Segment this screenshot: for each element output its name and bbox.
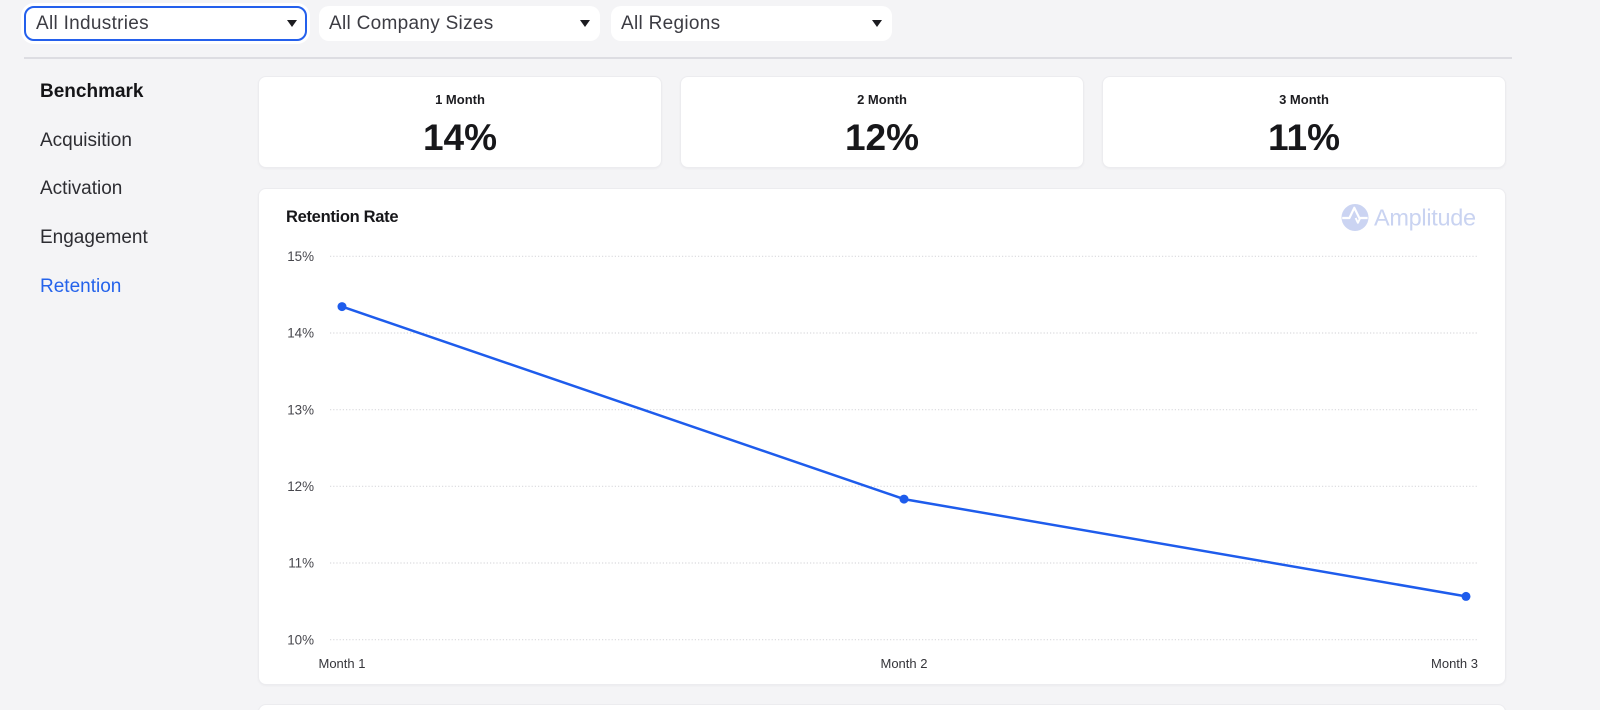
svg-text:13%: 13%: [287, 403, 314, 418]
svg-text:Month 1: Month 1: [319, 656, 366, 671]
svg-text:Month 3: Month 3: [1431, 656, 1478, 671]
svg-text:10%: 10%: [287, 632, 314, 647]
svg-text:11%: 11%: [288, 556, 314, 571]
svg-text:14%: 14%: [287, 326, 314, 341]
svg-text:12%: 12%: [287, 479, 314, 494]
svg-text:Month 2: Month 2: [881, 656, 928, 671]
svg-text:15%: 15%: [287, 249, 314, 264]
svg-text:Amplitude: Amplitude: [1374, 205, 1476, 231]
